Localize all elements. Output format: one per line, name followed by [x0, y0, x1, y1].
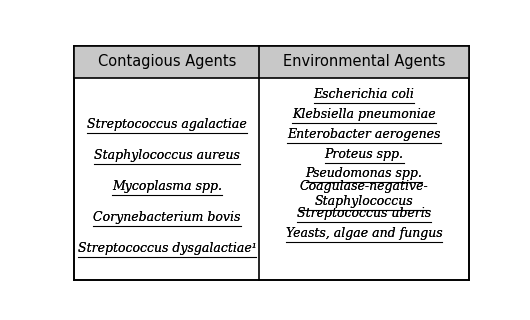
Text: Enterobacter aerogenes: Enterobacter aerogenes	[287, 128, 441, 141]
Text: Streptococcus dysgalactiae¹: Streptococcus dysgalactiae¹	[77, 242, 257, 255]
Text: Proteus spp.: Proteus spp.	[324, 148, 403, 161]
Text: Mycoplasma spp.: Mycoplasma spp.	[112, 180, 222, 193]
Text: Pseudomonas spp.: Pseudomonas spp.	[306, 167, 422, 180]
Text: Yeasts, algae and fungus: Yeasts, algae and fungus	[286, 227, 443, 240]
Text: Streptococcus uberis: Streptococcus uberis	[297, 207, 431, 220]
Text: Yeasts, algae and fungus: Yeasts, algae and fungus	[286, 227, 443, 240]
Bar	[259, 46, 469, 78]
Text: Streptococcus dysgalactiae¹: Streptococcus dysgalactiae¹	[77, 242, 257, 255]
Text: Coagulase-negative-
Staphylococcus: Coagulase-negative- Staphylococcus	[299, 180, 428, 208]
Text: Mycoplasma spp.: Mycoplasma spp.	[112, 180, 222, 193]
Text: Environmental Agents: Environmental Agents	[283, 54, 445, 69]
Text: Streptococcus agalactiae: Streptococcus agalactiae	[87, 118, 247, 131]
Bar	[74, 46, 259, 78]
Text: Contagious Agents: Contagious Agents	[98, 54, 236, 69]
Text: Staphylococcus aureus: Staphylococcus aureus	[94, 149, 240, 162]
Text: Klebsiella pneumoniae: Klebsiella pneumoniae	[292, 108, 436, 121]
Text: Escherichia coli: Escherichia coli	[314, 88, 414, 101]
Text: Streptococcus uberis: Streptococcus uberis	[297, 207, 431, 220]
Text: Corynebacterium bovis: Corynebacterium bovis	[93, 211, 241, 224]
Text: Klebsiella pneumoniae: Klebsiella pneumoniae	[292, 108, 436, 121]
Text: Enterobacter aerogenes: Enterobacter aerogenes	[287, 128, 441, 141]
Text: Coagulase-negative-
Staphylococcus: Coagulase-negative- Staphylococcus	[299, 180, 428, 208]
Text: Streptococcus agalactiae: Streptococcus agalactiae	[87, 118, 247, 131]
Text: Pseudomonas spp.: Pseudomonas spp.	[306, 167, 422, 180]
Text: Escherichia coli: Escherichia coli	[314, 88, 414, 101]
Text: Proteus spp.: Proteus spp.	[324, 148, 403, 161]
Text: Corynebacterium bovis: Corynebacterium bovis	[93, 211, 241, 224]
Text: Staphylococcus aureus: Staphylococcus aureus	[94, 149, 240, 162]
